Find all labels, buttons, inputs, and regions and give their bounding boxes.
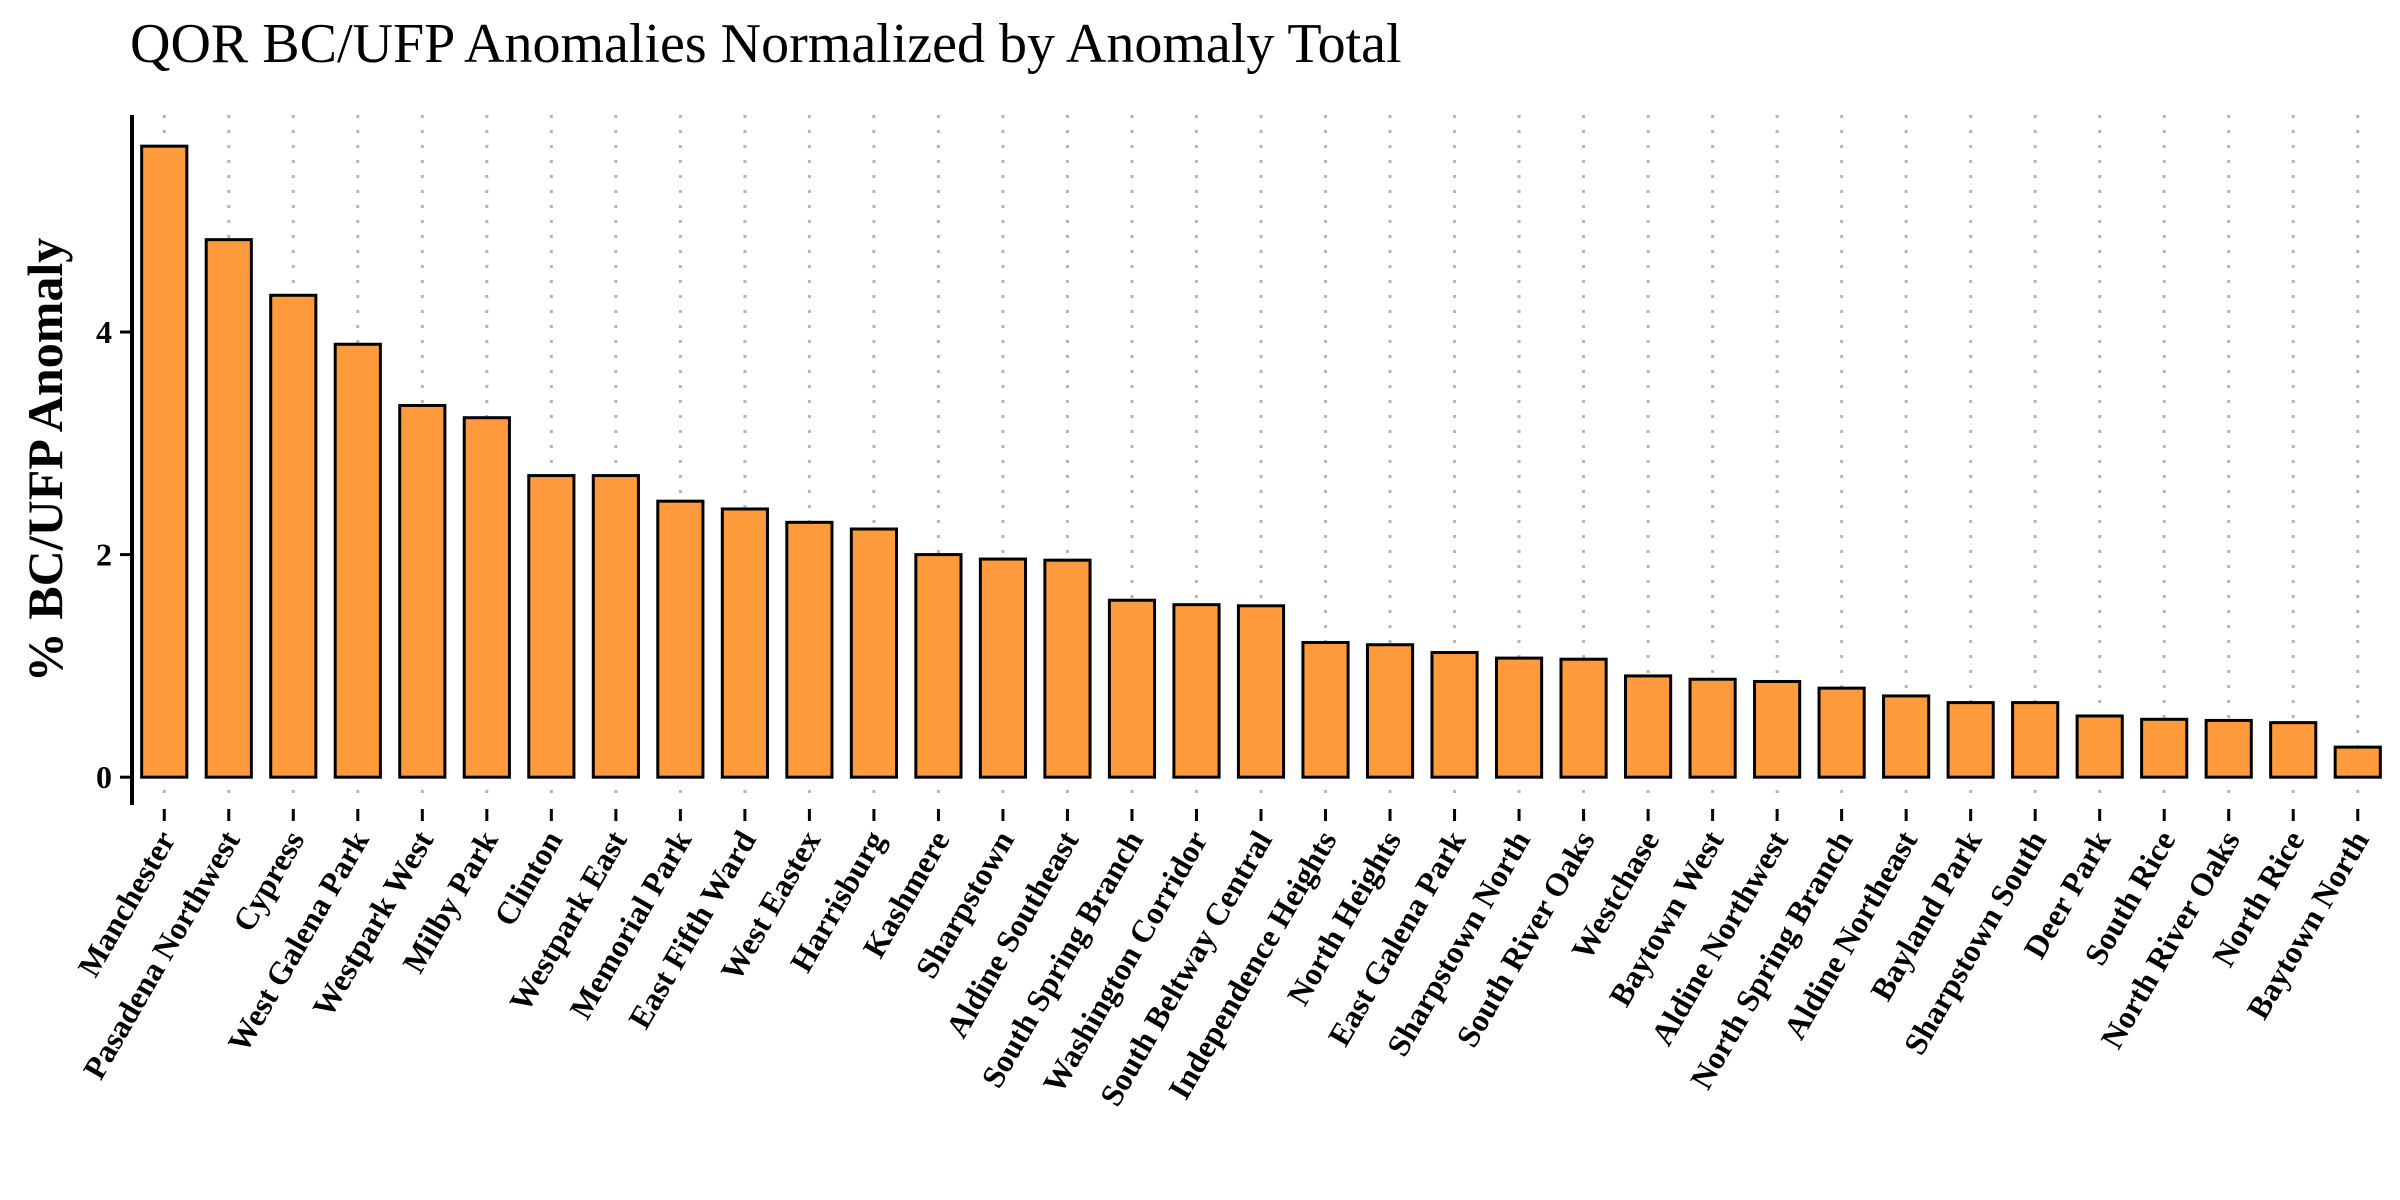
- bar-washington-corridor: [1172, 603, 1221, 779]
- bars: [140, 144, 2382, 779]
- y-tick-label: 4: [96, 314, 112, 350]
- y-axis-title: % BC/UFP Anomaly: [17, 238, 73, 682]
- chart-title: QOR BC/UFP Anomalies Normalized by Anoma…: [130, 13, 1402, 75]
- y-tick-label: 0: [96, 759, 112, 795]
- bar-sharpstown-south: [2011, 701, 2060, 779]
- bar-deer-park: [2075, 714, 2124, 779]
- bar-westpark-east: [591, 474, 640, 779]
- bar-south-river-oaks: [1559, 657, 1608, 779]
- bar-harrisburg: [849, 527, 898, 779]
- bar-pasadena-northwest: [204, 238, 253, 779]
- bar-south-beltway-central: [1236, 604, 1286, 779]
- bar-aldine-southeast: [1043, 558, 1092, 779]
- bar-manchester: [140, 144, 189, 779]
- y-tick-label: 2: [96, 537, 112, 573]
- bar-west-galena-park: [333, 342, 382, 779]
- bar-kashmere: [914, 553, 963, 779]
- bar-north-spring-branch: [1817, 686, 1866, 779]
- bar-aldine-northeast: [1882, 694, 1931, 779]
- bar-south-spring-branch: [1107, 598, 1157, 779]
- bar-west-eastex: [785, 520, 834, 779]
- bar-north-heights: [1365, 643, 1415, 779]
- bar-east-fifth-ward: [720, 507, 769, 779]
- bar-memorial-park: [656, 499, 705, 779]
- bar-baytown-north: [2333, 745, 2382, 779]
- bar-south-rice: [2140, 717, 2189, 779]
- bar-milby-park: [462, 416, 511, 779]
- axes: 0 2 4: [96, 115, 2360, 821]
- bar-independence-heights: [1301, 641, 1350, 779]
- bar-north-rice: [2269, 721, 2318, 779]
- bar-bayland-park: [1946, 701, 1995, 779]
- bar-cypress: [269, 293, 318, 779]
- bar-baytown-west: [1688, 677, 1737, 779]
- bar-east-galena-park: [1430, 651, 1479, 779]
- bar-aldine-northwest: [1753, 679, 1802, 779]
- bar-clinton: [527, 474, 576, 779]
- bar-westchase: [1624, 674, 1673, 779]
- bar-sharpstown-north: [1494, 656, 1544, 779]
- bar-sharpstown: [978, 557, 1028, 779]
- bar-north-river-oaks: [2204, 718, 2253, 779]
- bar-westpark-west: [398, 403, 447, 779]
